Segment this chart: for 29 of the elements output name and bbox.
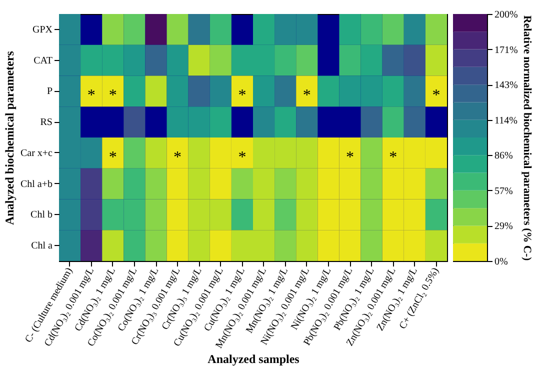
color-bar-label: 29%	[494, 221, 513, 232]
color-bar-label: 143%	[494, 80, 518, 92]
data-label: *	[238, 87, 246, 104]
y-tick-label: RS	[40, 117, 52, 128]
data-label: *	[108, 87, 117, 104]
y-tick-label: Car x+c	[20, 148, 54, 159]
color-bar-label: 114%	[494, 115, 518, 126]
y-tick-label: CAT	[34, 55, 52, 66]
y-tick-label: Chl b	[30, 210, 52, 221]
data-label: *	[238, 148, 246, 166]
color-bar-title: Relative normalized biochemical parameters (% C-)	[520, 15, 533, 261]
y-tick-label: GPX	[32, 24, 54, 36]
x-axis-title: Analyzed samples	[208, 352, 300, 366]
data-label: *	[432, 87, 440, 104]
color-bar-label: 86%	[494, 150, 513, 162]
color-bar-label: 200%	[494, 10, 518, 20]
data-label: *	[87, 87, 96, 104]
data-label: *	[346, 148, 354, 166]
color-bar-label: 0%	[494, 256, 508, 268]
y-tick-label: P	[46, 86, 53, 98]
data-label: *	[389, 148, 398, 166]
data-label: *	[174, 148, 182, 166]
y-tick-label: Chl a	[31, 240, 54, 252]
color-bar-label: 57%	[494, 186, 513, 197]
data-label: *	[302, 87, 311, 104]
color-bar-label: 171%	[494, 44, 518, 56]
y-axis-title: Analyzed biochemical parameters	[2, 50, 16, 225]
data-label: *	[108, 148, 117, 166]
y-tick-label: Chl a+b	[20, 178, 52, 190]
